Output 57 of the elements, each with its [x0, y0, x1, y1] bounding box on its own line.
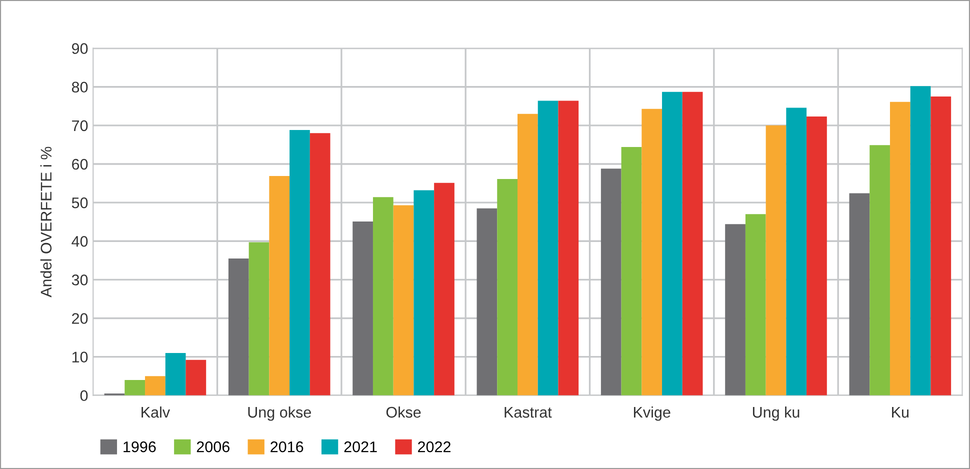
x-tick-label: Okse: [386, 406, 421, 418]
legend-label: 2016: [270, 441, 304, 452]
bar: [806, 116, 827, 396]
bar: [682, 92, 703, 396]
bar: [786, 108, 807, 396]
bar: [890, 102, 910, 396]
x-tick-label: Ku: [892, 407, 908, 418]
bar: [414, 190, 434, 396]
bar: [186, 360, 206, 396]
y-axis-title: Andel OVERFETE i %: [40, 146, 52, 298]
bar: [725, 224, 746, 396]
y-tick-label: 60: [72, 158, 88, 170]
bar: [393, 205, 414, 396]
bar: [538, 100, 558, 396]
legend-label: 1996: [124, 441, 156, 452]
y-tick-label: 90: [72, 43, 88, 54]
bar: [600, 168, 622, 396]
bar: [766, 125, 786, 396]
bar: [910, 86, 931, 396]
bar: [849, 193, 870, 396]
bar: [165, 352, 186, 396]
y-tick-label: 10: [72, 352, 88, 362]
bar: [145, 376, 166, 396]
bar: [558, 100, 579, 396]
y-tick-label: 80: [72, 82, 88, 93]
legend-label: 2022: [418, 441, 450, 452]
bar: [662, 92, 682, 396]
bar: [621, 147, 642, 396]
bar: [434, 182, 454, 396]
y-tick-label: 40: [72, 236, 88, 247]
legend-label: 2006: [196, 441, 230, 452]
bar: [372, 197, 394, 396]
y-tick-label: 20: [72, 313, 88, 324]
bar: [518, 114, 538, 396]
x-tick-label: Kastrat: [504, 407, 552, 418]
y-tick-label: 70: [72, 120, 88, 132]
y-tick-label: 0: [80, 390, 88, 402]
bar: [476, 208, 498, 396]
legend-label: 2021: [344, 441, 377, 452]
bar: [745, 214, 766, 396]
x-tick-label: Kvige: [634, 406, 670, 421]
bar: [352, 221, 373, 396]
x-tick-label: Kalv: [142, 406, 170, 418]
bar: [310, 133, 330, 396]
bar: [870, 145, 890, 396]
bar: [248, 242, 270, 396]
bar: [228, 258, 249, 396]
x-tick-label: Ung okse: [248, 406, 311, 421]
x-tick-label: Ung ku: [752, 406, 800, 421]
bar: [290, 130, 310, 396]
bar: [497, 179, 518, 396]
bar: [642, 108, 662, 396]
y-tick-label: 50: [72, 197, 88, 208]
bar: [269, 176, 290, 396]
bar: [124, 380, 146, 396]
y-tick-label: 30: [72, 274, 88, 286]
bar: [930, 96, 952, 396]
